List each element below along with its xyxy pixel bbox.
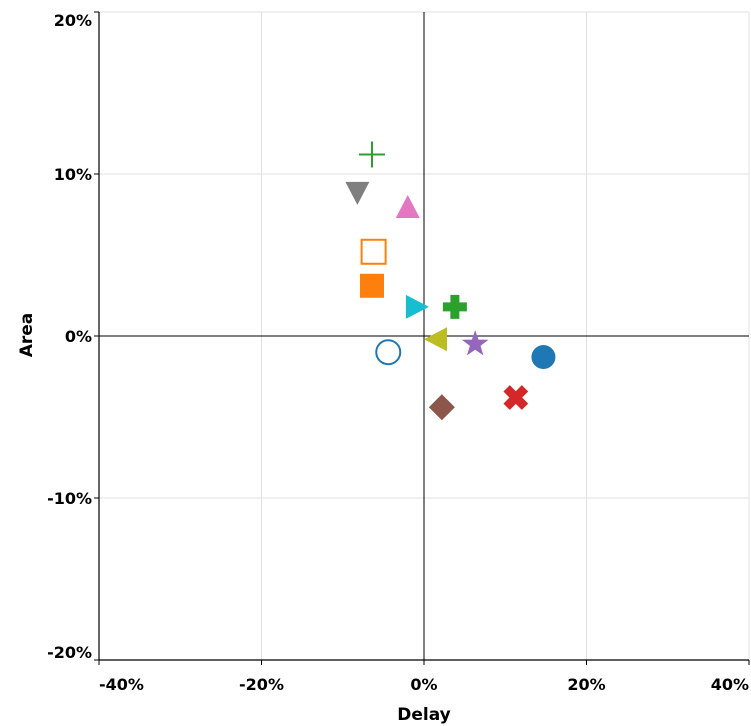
x-tick-label: 0% bbox=[410, 675, 437, 694]
zero-lines bbox=[99, 12, 749, 660]
data-point bbox=[360, 238, 387, 265]
x-tick-label: 20% bbox=[567, 675, 605, 694]
x-tick-label: -40% bbox=[99, 675, 144, 694]
data-points bbox=[345, 141, 556, 421]
y-axis-title: Area bbox=[17, 313, 37, 358]
tick-labels: -40% -20% 0% 20% 40% 20% 10% 0% -10% -20% bbox=[47, 11, 749, 694]
y-tick-label: -10% bbox=[47, 489, 92, 508]
x-tick-label: -20% bbox=[239, 675, 284, 694]
data-point bbox=[531, 345, 556, 370]
y-tick-label: 0% bbox=[65, 327, 92, 346]
data-point bbox=[375, 339, 402, 366]
data-point bbox=[428, 394, 455, 421]
data-point bbox=[345, 181, 370, 205]
data-point bbox=[503, 385, 529, 410]
x-tick-label: 40% bbox=[711, 675, 749, 694]
x-axis-title: Delay bbox=[397, 705, 451, 725]
y-tick-label: -20% bbox=[47, 643, 92, 662]
y-tick-label: 10% bbox=[54, 165, 92, 184]
axes bbox=[94, 11, 750, 665]
data-point bbox=[442, 294, 467, 319]
data-point bbox=[359, 141, 385, 168]
data-point bbox=[405, 294, 429, 319]
data-point-shape bbox=[503, 385, 529, 410]
data-point bbox=[360, 273, 384, 298]
data-point bbox=[461, 330, 489, 356]
data-point bbox=[424, 327, 447, 352]
y-tick-label: 20% bbox=[54, 11, 92, 30]
data-point bbox=[395, 195, 420, 219]
